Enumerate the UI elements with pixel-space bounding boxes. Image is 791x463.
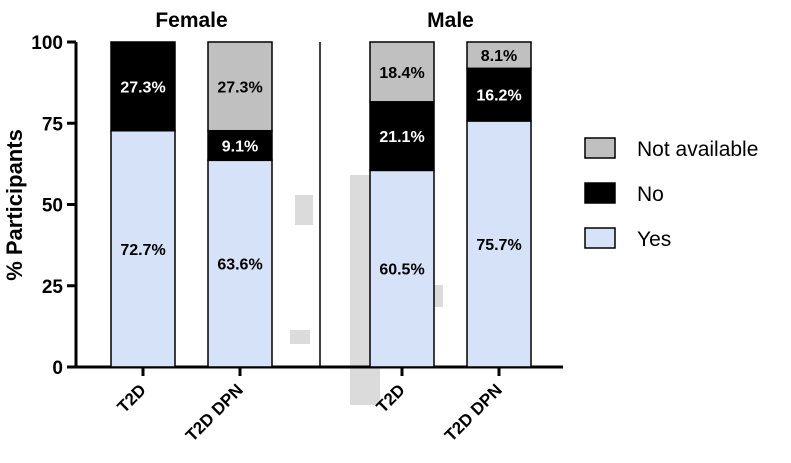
panel-title: Male: [427, 9, 474, 32]
bar-segment-not-available: [369, 41, 435, 103]
bar-segment-no: [369, 101, 435, 172]
bar-segment-yes: [466, 120, 532, 368]
y-axis-label: % Participants: [2, 129, 27, 281]
data-label: 18.4%: [379, 65, 424, 82]
x-tick-label: T2D DPN: [441, 380, 506, 445]
legend-entry: Not available: [637, 138, 758, 161]
data-label: 72.7%: [120, 242, 165, 259]
bars: [110, 41, 532, 368]
legend-entry: Yes: [637, 228, 671, 251]
bar-segment-no: [207, 129, 273, 162]
y-tick-label: 25: [42, 277, 64, 298]
data-label: 21.1%: [379, 129, 424, 146]
legend-swatch: [584, 182, 616, 204]
bar-segment-no: [110, 41, 176, 132]
y-tick-label: 50: [42, 196, 63, 217]
data-label: 63.6%: [217, 257, 262, 274]
data-label: 16.2%: [476, 88, 521, 105]
legend-swatch: [584, 137, 616, 159]
data-label: 27.3%: [120, 79, 165, 96]
bar-segment-not-available: [207, 41, 273, 132]
data-label: 9.1%: [222, 139, 258, 156]
data-label: 75.7%: [476, 237, 521, 254]
panel-title: Female: [155, 9, 227, 32]
bar-segment-no: [466, 67, 532, 122]
x-tick-label: T2D: [114, 380, 150, 416]
legend: Not available No Yes: [584, 137, 758, 251]
legend-swatch: [584, 227, 616, 249]
legend-entry: No: [637, 183, 664, 206]
bar-segment-yes: [110, 129, 176, 368]
data-label: 8.1%: [481, 48, 517, 65]
panel-titles: Female Male: [155, 9, 474, 32]
data-label: 60.5%: [379, 262, 424, 279]
y-tick-label: 75: [42, 114, 64, 135]
x-tick-label: T2D DPN: [182, 380, 247, 445]
y-tick-label: 0: [52, 358, 63, 379]
y-tick-label: 100: [31, 33, 63, 54]
bar-segment-yes: [369, 169, 435, 368]
bar-segment-not-available: [466, 41, 532, 70]
data-labels: 72.7% 27.3% 63.6% 9.1% 27.3% 60.5% 21.1% 18.4% 7…: [120, 48, 521, 279]
data-label: 27.3%: [217, 79, 262, 96]
